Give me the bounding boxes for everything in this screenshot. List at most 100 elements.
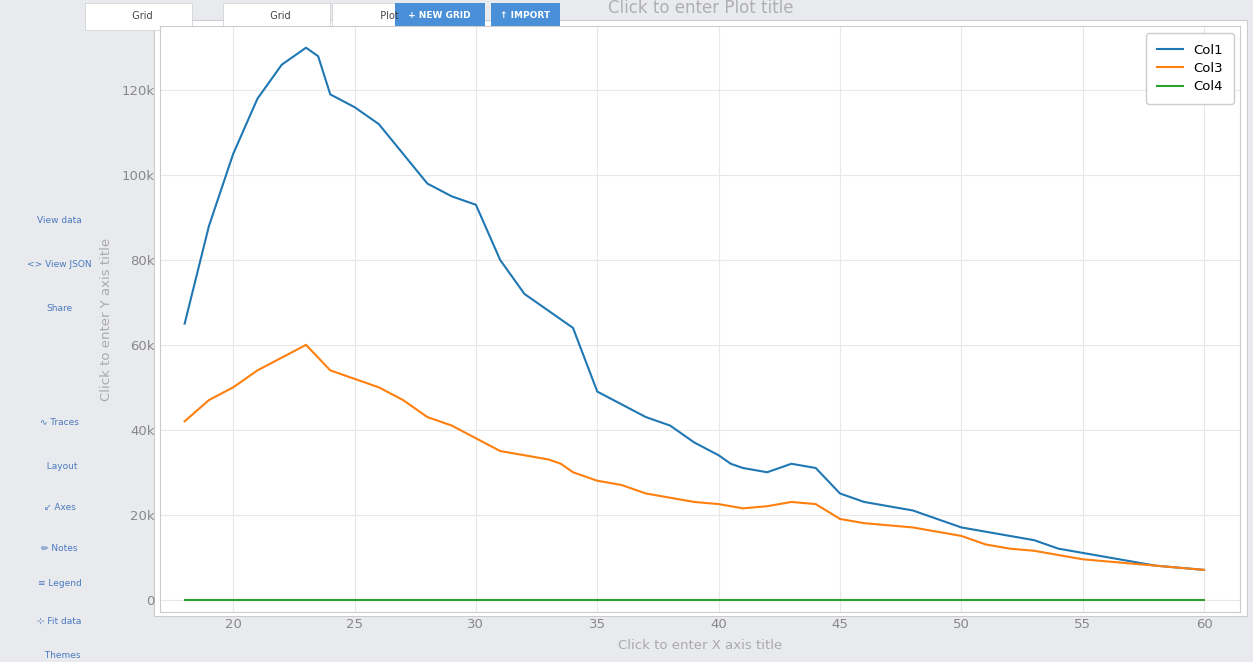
Text: Grid: Grid [263, 11, 291, 21]
Col3 [1026, 547, 1041, 555]
Title: Click to enter Plot title: Click to enter Plot title [608, 0, 793, 17]
Col3 [1099, 557, 1114, 565]
Text: Grid: Grid [125, 11, 153, 21]
Text: ✏ Notes: ✏ Notes [41, 544, 78, 553]
Col1 [1173, 564, 1188, 572]
Col1 [832, 489, 847, 497]
Col1 [638, 413, 653, 421]
FancyBboxPatch shape [223, 3, 330, 30]
Col1 [930, 515, 945, 523]
Col1 [469, 201, 484, 209]
Col3 [202, 396, 217, 404]
Col3 [1002, 545, 1017, 553]
FancyBboxPatch shape [85, 3, 192, 30]
Text: ∿ Traces: ∿ Traces [40, 418, 79, 427]
Col3 [554, 460, 569, 468]
Col3 [517, 451, 533, 459]
Text: <> View JSON: <> View JSON [28, 260, 91, 269]
Col3 [177, 417, 192, 425]
Col3 [226, 383, 241, 391]
Col3 [1075, 555, 1090, 563]
Line: Col3: Col3 [184, 345, 1204, 570]
Col3 [311, 354, 326, 361]
Col3 [1148, 561, 1163, 569]
Col3 [1197, 566, 1212, 574]
Col1 [202, 222, 217, 230]
Col3 [614, 481, 629, 489]
Col1 [420, 179, 435, 187]
Col3 [492, 447, 507, 455]
Col1 [857, 498, 872, 506]
Col1 [517, 290, 533, 298]
Col3 [1124, 559, 1139, 567]
Col1 [226, 150, 241, 158]
Col3 [808, 500, 823, 508]
Text: ↙ Axes: ↙ Axes [44, 503, 75, 512]
Col1 [712, 451, 727, 459]
Col1 [759, 468, 774, 476]
Col1 [311, 52, 326, 60]
Col3 [469, 434, 484, 442]
Col1 [881, 502, 896, 510]
Col3 [663, 494, 678, 502]
Col3 [712, 500, 727, 508]
Col1 [492, 256, 507, 264]
Text: Share: Share [46, 305, 73, 313]
Col1 [808, 464, 823, 472]
Col1 [249, 95, 264, 103]
Col1 [905, 506, 920, 514]
Col3 [274, 354, 289, 361]
Col1 [1002, 532, 1017, 540]
Col3 [541, 455, 556, 463]
Col3 [832, 515, 847, 523]
Col1 [1197, 566, 1212, 574]
Col1 [663, 422, 678, 430]
Col1 [614, 401, 629, 408]
Text: ≡ Legend: ≡ Legend [38, 579, 81, 588]
Col3 [905, 524, 920, 532]
Col1 [565, 324, 580, 332]
Col3 [687, 498, 702, 506]
Col3 [979, 540, 994, 548]
Col3 [1173, 564, 1188, 572]
Col3 [249, 366, 264, 374]
Col3 [638, 489, 653, 497]
Col3 [323, 366, 338, 374]
Legend: Col1, Col3, Col4: Col1, Col3, Col4 [1146, 33, 1234, 104]
Col1 [444, 193, 459, 201]
Col1 [1075, 549, 1090, 557]
Col3 [1051, 551, 1066, 559]
Col1 [954, 524, 969, 532]
Text: View data: View data [38, 216, 81, 225]
Col1 [590, 388, 605, 396]
Col3 [930, 528, 945, 536]
Y-axis label: Click to enter Y axis title: Click to enter Y axis title [100, 238, 113, 401]
Text: Plot: Plot [373, 11, 398, 21]
FancyBboxPatch shape [491, 3, 560, 28]
Col3 [347, 375, 362, 383]
Col3 [881, 522, 896, 530]
Col1 [177, 320, 192, 328]
Col1 [1124, 557, 1139, 565]
Col1 [323, 91, 338, 99]
Col1 [541, 307, 556, 315]
Col3 [857, 519, 872, 527]
Col1 [1099, 553, 1114, 561]
X-axis label: Click to enter X axis title: Click to enter X axis title [618, 639, 783, 652]
FancyBboxPatch shape [332, 3, 439, 30]
Col1 [979, 528, 994, 536]
Col3 [723, 502, 738, 510]
Col1 [396, 150, 411, 158]
Line: Col1: Col1 [184, 48, 1204, 570]
Col1 [274, 61, 289, 69]
Col1 [784, 460, 799, 468]
FancyBboxPatch shape [395, 3, 485, 28]
Col3 [298, 341, 313, 349]
Col3 [371, 383, 386, 391]
Col3 [565, 468, 580, 476]
Text: Layout: Layout [41, 462, 78, 471]
Text: ⊹ Fit data: ⊹ Fit data [38, 616, 81, 626]
Col3 [444, 422, 459, 430]
Col3 [590, 477, 605, 485]
Col3 [759, 502, 774, 510]
